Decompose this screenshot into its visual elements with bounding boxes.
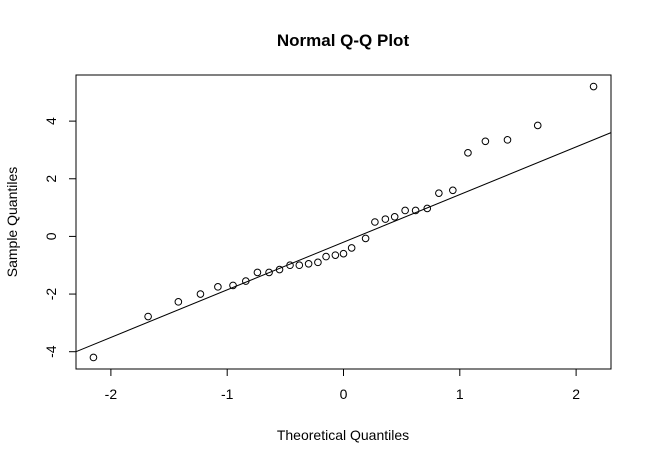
data-point xyxy=(314,258,322,267)
data-point xyxy=(481,137,490,146)
x-tick-label: 2 xyxy=(572,386,580,402)
x-axis-label: Theoretical Quantiles xyxy=(277,427,409,443)
data-point xyxy=(196,290,205,298)
y-axis: -4 -2 0 2 4 xyxy=(43,117,77,358)
plot-frame xyxy=(75,74,612,370)
y-tick-label: -4 xyxy=(43,345,59,358)
data-point xyxy=(589,82,598,91)
y-tick-label: 4 xyxy=(43,117,59,125)
data-point xyxy=(304,259,313,268)
data-point xyxy=(286,261,294,270)
data-point xyxy=(242,277,250,285)
y-tick-label: 2 xyxy=(43,175,59,183)
data-point xyxy=(423,204,432,213)
data-point xyxy=(347,244,356,252)
y-tick-label: -2 xyxy=(43,288,59,301)
x-tick-label: 0 xyxy=(340,386,348,402)
data-point xyxy=(331,251,340,259)
x-tick-label: 1 xyxy=(456,386,464,402)
y-tick-label: 0 xyxy=(43,232,59,240)
x-axis: -2 -1 0 1 2 xyxy=(105,368,580,402)
plot-area xyxy=(75,82,612,362)
data-point xyxy=(174,298,183,306)
data-point xyxy=(275,265,284,274)
data-point xyxy=(322,252,330,261)
data-point xyxy=(503,136,512,144)
data-point xyxy=(533,121,542,130)
y-axis-label: Sample Quantiles xyxy=(4,167,20,278)
data-point xyxy=(144,312,152,321)
data-point xyxy=(214,283,222,291)
data-point xyxy=(390,213,399,221)
data-point xyxy=(464,149,472,157)
data-point xyxy=(381,215,390,223)
data-point xyxy=(449,186,457,195)
data-point xyxy=(339,249,348,258)
data-point xyxy=(295,261,304,270)
data-point xyxy=(89,353,98,362)
data-point xyxy=(253,268,262,277)
chart-title: Normal Q-Q Plot xyxy=(277,31,410,50)
reference-line xyxy=(75,132,612,353)
data-point xyxy=(401,206,409,215)
data-point xyxy=(435,189,443,197)
x-tick-label: -2 xyxy=(105,386,118,402)
x-tick-label: -1 xyxy=(221,386,234,402)
data-point xyxy=(265,268,273,277)
data-point xyxy=(411,206,420,215)
data-point xyxy=(371,218,379,226)
data-point xyxy=(229,281,237,290)
data-point xyxy=(361,234,370,243)
